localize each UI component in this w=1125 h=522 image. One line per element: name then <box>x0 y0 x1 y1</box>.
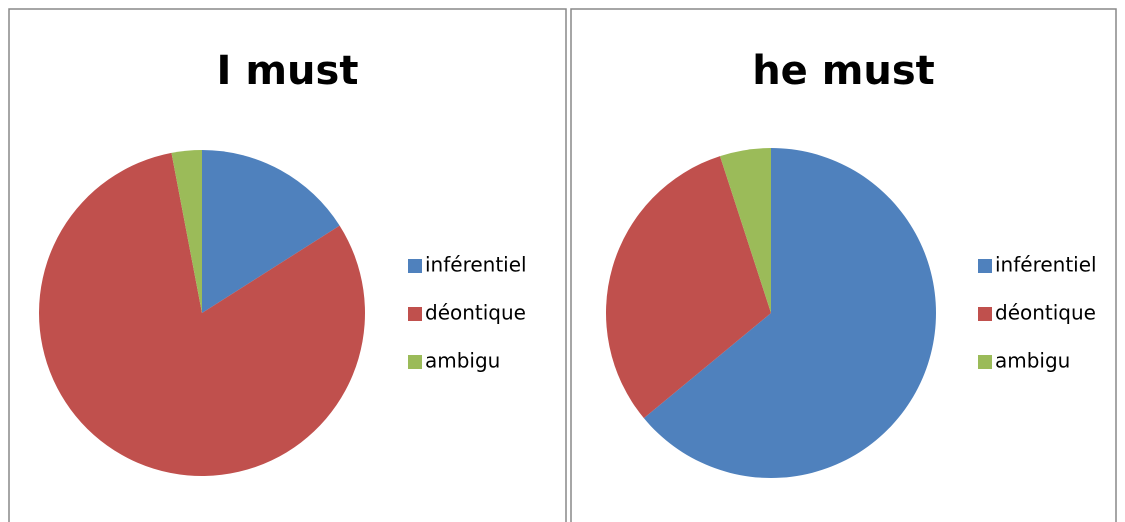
chart-title: he must <box>752 48 935 94</box>
legend-swatch <box>408 307 422 321</box>
legend-label: inférentiel <box>425 253 527 277</box>
pie-slice <box>720 148 771 313</box>
legend-swatch <box>408 259 422 273</box>
legend-label: ambigu <box>425 349 500 373</box>
pie-slice <box>38 152 366 476</box>
legend-swatch <box>978 307 992 321</box>
pie-slice <box>643 148 936 479</box>
legend-swatch <box>408 355 422 369</box>
legend-label: inférentiel <box>995 253 1097 277</box>
pie-slice <box>606 156 771 419</box>
legend-swatch <box>978 355 992 369</box>
legend-label: déontique <box>425 301 526 325</box>
chart-title: I must <box>217 48 359 94</box>
pie-slice <box>202 150 340 313</box>
legend-label: déontique <box>995 301 1096 325</box>
legend-label: ambigu <box>995 349 1070 373</box>
pie-slice <box>171 150 202 313</box>
legend-swatch <box>978 259 992 273</box>
